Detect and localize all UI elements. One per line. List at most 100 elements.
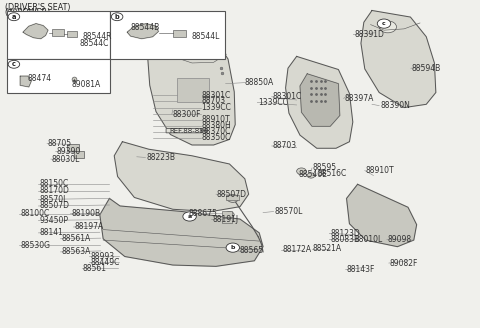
Text: c: c <box>382 21 386 26</box>
FancyBboxPatch shape <box>166 129 202 133</box>
Circle shape <box>227 195 239 202</box>
Polygon shape <box>300 74 340 126</box>
Text: 88191J: 88191J <box>212 215 238 224</box>
Text: 88565: 88565 <box>239 246 263 256</box>
Text: 88172A: 88172A <box>282 245 312 255</box>
Text: 88143F: 88143F <box>347 265 375 274</box>
Text: 88083B: 88083B <box>330 235 360 244</box>
Text: c: c <box>12 61 16 67</box>
Text: 88705: 88705 <box>48 139 72 148</box>
Text: 93450P: 93450P <box>39 216 68 225</box>
Circle shape <box>297 168 306 174</box>
Bar <box>52 29 64 36</box>
Polygon shape <box>100 198 263 266</box>
Text: a: a <box>12 14 16 20</box>
Circle shape <box>8 60 20 68</box>
Text: 88150C: 88150C <box>39 179 69 188</box>
Text: 89098: 89098 <box>388 235 412 244</box>
Text: 88850A: 88850A <box>245 78 274 87</box>
Bar <box>67 31 77 37</box>
Text: 88449C: 88449C <box>90 258 120 267</box>
Text: 88474: 88474 <box>28 74 52 83</box>
Text: 88703: 88703 <box>273 141 297 151</box>
Text: 88390N: 88390N <box>380 101 410 110</box>
Bar <box>67 144 79 151</box>
Circle shape <box>226 243 240 252</box>
Text: 1339CC: 1339CC <box>258 98 288 107</box>
Text: REF.88-888: REF.88-888 <box>169 128 208 134</box>
Polygon shape <box>148 31 235 145</box>
Bar <box>177 78 209 102</box>
Text: 88141: 88141 <box>39 228 63 237</box>
Text: 88507D: 88507D <box>39 201 69 211</box>
Text: 88380H: 88380H <box>202 121 231 131</box>
Text: 88563A: 88563A <box>61 247 91 256</box>
Text: 88010L: 88010L <box>354 235 383 244</box>
Text: 88223B: 88223B <box>146 153 175 162</box>
Text: 88350C: 88350C <box>202 133 231 142</box>
Bar <box>110 11 225 59</box>
Text: b: b <box>115 14 120 20</box>
Polygon shape <box>286 56 353 148</box>
Text: 88100C: 88100C <box>20 209 49 218</box>
Circle shape <box>111 13 123 21</box>
Bar <box>7 59 110 93</box>
Text: 88507D: 88507D <box>217 190 247 199</box>
Circle shape <box>307 173 315 178</box>
Bar <box>226 195 239 200</box>
Text: 88595: 88595 <box>313 163 337 173</box>
Text: 88594B: 88594B <box>412 64 441 73</box>
Polygon shape <box>23 24 48 39</box>
Bar <box>222 211 232 217</box>
Bar <box>74 151 84 158</box>
Text: 88516C: 88516C <box>318 169 347 178</box>
Text: 88561A: 88561A <box>61 234 91 243</box>
Polygon shape <box>361 10 436 108</box>
Text: 88397A: 88397A <box>345 94 374 103</box>
Circle shape <box>225 212 234 218</box>
Text: (DRIVER'S SEAT): (DRIVER'S SEAT) <box>5 3 70 12</box>
Text: 88544B: 88544B <box>131 23 160 32</box>
Text: 88301C: 88301C <box>273 92 302 101</box>
Text: 89082F: 89082F <box>390 258 418 268</box>
Text: 88544L: 88544L <box>192 32 220 41</box>
Text: 88570L: 88570L <box>275 207 303 216</box>
Text: 88190B: 88190B <box>71 209 100 218</box>
Text: 88544C: 88544C <box>79 39 108 48</box>
Text: 88521A: 88521A <box>313 244 342 253</box>
Text: 88561: 88561 <box>83 264 107 273</box>
Text: b: b <box>230 245 235 250</box>
Text: 888675: 888675 <box>188 209 217 218</box>
Text: 88910T: 88910T <box>202 115 230 124</box>
Text: 88170D: 88170D <box>39 186 69 195</box>
Polygon shape <box>20 76 31 87</box>
Circle shape <box>8 13 20 21</box>
Text: 88570L: 88570L <box>39 195 68 204</box>
Text: 89390: 89390 <box>57 147 81 156</box>
Text: 88391D: 88391D <box>354 30 384 39</box>
Text: 88300F: 88300F <box>173 110 201 119</box>
Bar <box>173 30 186 37</box>
Circle shape <box>377 19 391 28</box>
Text: 89081A: 89081A <box>71 80 100 89</box>
Text: 88370C: 88370C <box>202 127 231 136</box>
Text: 88530G: 88530G <box>20 241 50 250</box>
Bar <box>222 218 232 223</box>
Text: 88910T: 88910T <box>366 166 395 175</box>
Text: 88123D: 88123D <box>330 229 360 238</box>
Text: (W/POWER): (W/POWER) <box>5 8 51 17</box>
Polygon shape <box>347 184 417 247</box>
Text: 88993: 88993 <box>90 252 114 261</box>
Bar <box>7 11 110 59</box>
Text: 88197A: 88197A <box>74 222 104 232</box>
Circle shape <box>183 212 196 221</box>
Text: 1339CC: 1339CC <box>202 103 231 112</box>
Polygon shape <box>162 16 218 36</box>
Circle shape <box>379 21 396 33</box>
Text: 88540E: 88540E <box>299 170 327 179</box>
Polygon shape <box>114 142 249 212</box>
Text: 88544R: 88544R <box>83 32 112 41</box>
Polygon shape <box>127 24 158 39</box>
Text: 88030L: 88030L <box>52 154 80 164</box>
Text: 88703: 88703 <box>202 96 226 105</box>
